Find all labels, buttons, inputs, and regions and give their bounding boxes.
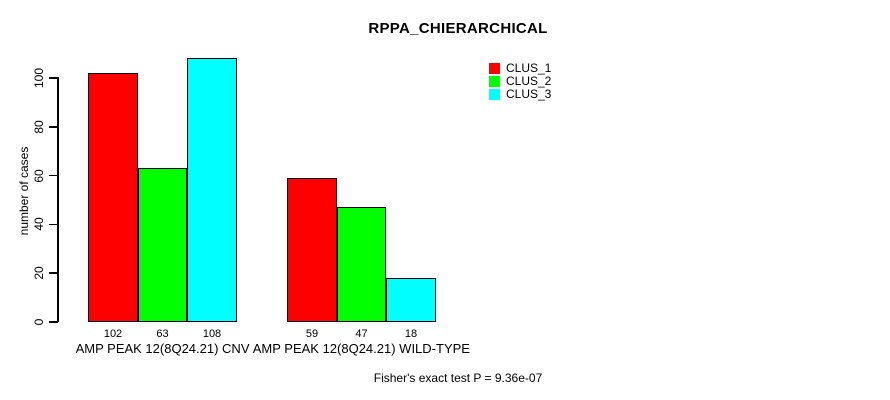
y-axis-line	[57, 77, 59, 322]
legend-row-clus_2: CLUS_2	[489, 75, 551, 88]
bar-value-label: 47	[355, 328, 368, 340]
legend-row-clus_1: CLUS_1	[489, 62, 551, 75]
legend-swatch-clus_3	[489, 89, 500, 100]
y-axis-tick	[49, 126, 58, 128]
y-axis-tick-label: 60	[32, 168, 46, 183]
x-category-label: AMP PEAK 12(8Q24.21) CNV	[75, 341, 250, 356]
x-category-label: AMP PEAK 12(8Q24.21) WILD-TYPE	[252, 341, 470, 356]
y-axis-tick	[49, 77, 58, 79]
bar-clus_2-group2	[337, 207, 386, 322]
y-axis-tick-label: 20	[32, 266, 46, 280]
bar-value-label: 18	[404, 328, 418, 340]
y-axis-tick-label: 100	[32, 67, 46, 89]
legend-label-clus_3: CLUS_3	[506, 87, 552, 101]
legend-label-clus_1: CLUS_1	[506, 61, 552, 75]
bar-clus_3-group1	[187, 58, 237, 322]
chart-title: RPPA_CHIERARCHICAL	[368, 20, 548, 37]
legend-label-clus_2: CLUS_2	[506, 74, 552, 88]
bar-value-label: 102	[103, 328, 123, 340]
bar-value-label: 63	[156, 328, 169, 340]
y-axis-tick	[49, 174, 58, 177]
stat-annotation: Fisher's exact test P = 9.36e-07	[373, 371, 543, 385]
bar-clus_1-group1	[88, 73, 138, 322]
y-axis-tick-label: 80	[32, 120, 46, 134]
bar-value-label: 108	[202, 328, 222, 340]
legend: CLUS_1 CLUS_2 CLUS_3	[489, 62, 551, 101]
y-axis-title: number of cases	[17, 146, 31, 236]
bar-clus_2-group1	[138, 168, 187, 322]
y-axis-tick	[49, 272, 58, 274]
bar-value-label: 59	[305, 328, 319, 340]
y-axis-tick	[49, 223, 58, 226]
bar-clus_1-group2	[287, 178, 337, 322]
y-axis-tick-label: 40	[32, 217, 46, 232]
legend-row-clus_3: CLUS_3	[489, 88, 551, 101]
legend-swatch-clus_2	[489, 76, 500, 87]
y-axis-tick	[49, 321, 58, 323]
y-axis-tick-label: 0	[32, 318, 46, 326]
legend-swatch-clus_1	[489, 63, 500, 74]
bar-clus_3-group2	[386, 278, 436, 322]
